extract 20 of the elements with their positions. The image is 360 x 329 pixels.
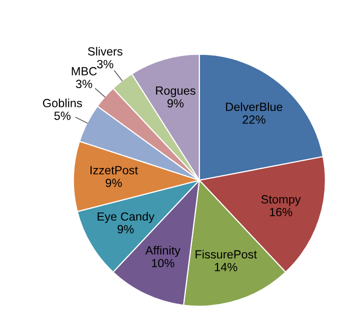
data-label: 9% — [118, 225, 134, 234]
data-label: 3% — [76, 80, 92, 88]
slice-label: Rogues — [156, 86, 196, 98]
data-label: 14% — [214, 262, 238, 272]
data-label: 16% — [270, 208, 292, 216]
slice-label: FissurePost — [196, 250, 257, 259]
data-label: 9% — [167, 99, 184, 108]
data-label: 10% — [152, 258, 174, 268]
slice-label: Goblins — [42, 98, 82, 108]
data-label: 5% — [54, 112, 70, 120]
data-label: 22% — [242, 115, 266, 124]
slice-label: IzzetPost — [90, 166, 138, 174]
slice-label: Affinity — [145, 246, 180, 257]
slice-label: Eye Candy — [98, 212, 154, 224]
slice-label: Stompy — [261, 195, 301, 206]
slice-label: Slivers — [88, 46, 122, 56]
slice-label: MBC — [72, 67, 97, 76]
data-label: 9% — [106, 178, 122, 188]
data-label: 3% — [97, 60, 114, 68]
slice-label: DelverBlue — [226, 102, 282, 112]
